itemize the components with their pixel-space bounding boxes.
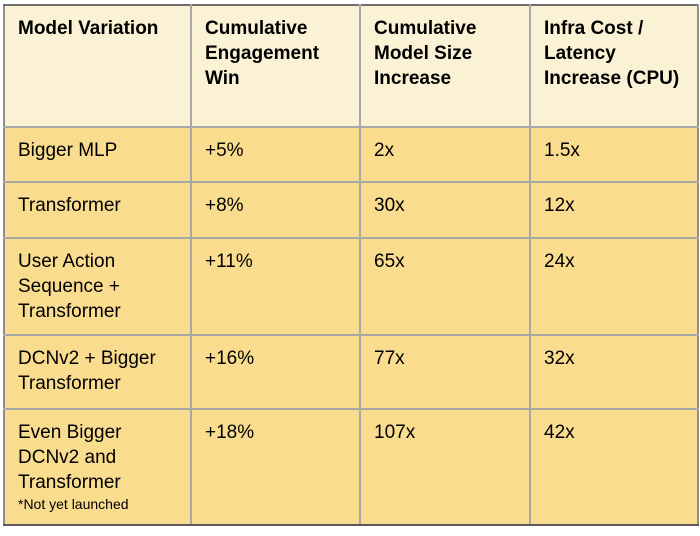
- table-row: User Action Sequence + Transformer +11% …: [3, 237, 699, 336]
- column-header-model-variation: Model Variation: [3, 4, 192, 128]
- cell-model-name: Transformer: [3, 181, 192, 239]
- cell-engagement-win: +11%: [190, 237, 361, 336]
- model-name-text: Even Bigger DCNv2 and Transformer: [18, 422, 122, 493]
- not-launched-note: *Not yet launched: [18, 496, 129, 512]
- table-row: Transformer +8% 30x 12x: [3, 181, 699, 239]
- cell-infra-cost: 12x: [529, 181, 699, 239]
- table-row: Bigger MLP +5% 2x 1.5x: [3, 126, 699, 183]
- cell-model-size-increase: 77x: [359, 334, 531, 410]
- cell-engagement-win: +18%: [190, 408, 361, 526]
- cell-model-name: DCNv2 + Bigger Transformer: [3, 334, 192, 410]
- cell-infra-cost: 32x: [529, 334, 699, 410]
- cell-infra-cost: 1.5x: [529, 126, 699, 183]
- column-header-infra-cost-latency-increase: Infra Cost / Latency Increase (CPU): [529, 4, 699, 128]
- cell-engagement-win: +16%: [190, 334, 361, 410]
- cell-model-name: Bigger MLP: [3, 126, 192, 183]
- cell-infra-cost: 24x: [529, 237, 699, 336]
- table-row: DCNv2 + Bigger Transformer +16% 77x 32x: [3, 334, 699, 410]
- cell-model-size-increase: 2x: [359, 126, 531, 183]
- column-header-cumulative-model-size-increase: Cumulative Model Size Increase: [359, 4, 531, 128]
- cell-model-size-increase: 107x: [359, 408, 531, 526]
- cell-infra-cost: 42x: [529, 408, 699, 526]
- model-comparison-table: Model Variation Cumulative Engagement Wi…: [3, 4, 699, 526]
- cell-model-size-increase: 30x: [359, 181, 531, 239]
- table-header-row: Model Variation Cumulative Engagement Wi…: [3, 4, 699, 128]
- column-header-cumulative-engagement-win: Cumulative Engagement Win: [190, 4, 361, 128]
- cell-model-name: Even Bigger DCNv2 and Transformer *Not y…: [3, 408, 192, 526]
- cell-engagement-win: +8%: [190, 181, 361, 239]
- cell-engagement-win: +5%: [190, 126, 361, 183]
- table-row: Even Bigger DCNv2 and Transformer *Not y…: [3, 408, 699, 526]
- cell-model-size-increase: 65x: [359, 237, 531, 336]
- cell-model-name: User Action Sequence + Transformer: [3, 237, 192, 336]
